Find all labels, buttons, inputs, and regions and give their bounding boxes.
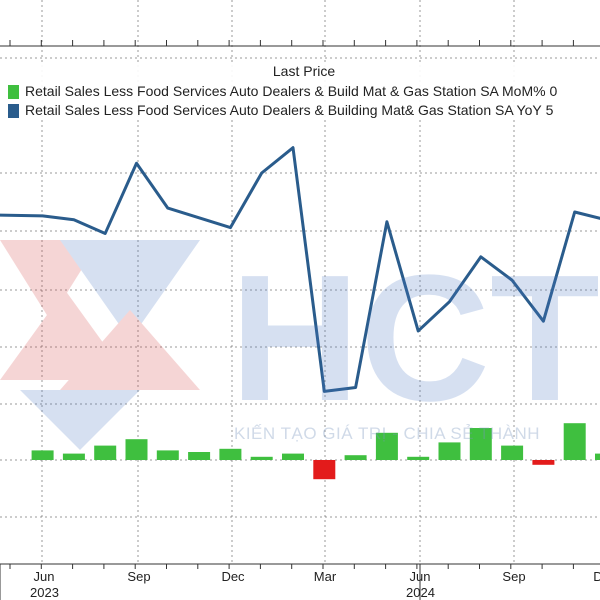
legend: Last Price Retail Sales Less Food Servic… [8, 62, 600, 120]
legend-item-yoy: Retail Sales Less Food Services Auto Dea… [8, 101, 600, 120]
x-tick-label: D [593, 569, 600, 584]
mom-bar [188, 452, 211, 460]
mom-bar [282, 453, 304, 460]
mom-bar [563, 423, 586, 460]
mom-bar [313, 460, 336, 480]
year-label-2024: 2024 [406, 585, 435, 600]
x-tick-label: Mar [314, 569, 337, 584]
mom-bar [219, 448, 242, 460]
mom-bar [375, 432, 398, 460]
year-label-2023: 2023 [30, 585, 59, 600]
legend-title: Last Price [272, 63, 336, 79]
x-tick-labels: Jun Sep Dec Mar Jun Sep D [34, 569, 600, 584]
legend-value-mom: 0 [549, 83, 558, 99]
mom-bar [501, 445, 524, 460]
watermark-text: KIẾN TẠO GIÁ TRỊ - CHIA SẺ THÀNH [234, 424, 541, 443]
mom-bar [407, 456, 430, 460]
mom-bar [125, 439, 148, 460]
mom-bar [469, 428, 492, 460]
x-tick-label: Jun [34, 569, 55, 584]
bar-layer [31, 423, 600, 480]
mom-bar [344, 455, 367, 460]
mom-bar [62, 453, 85, 460]
mom-bar [94, 445, 117, 460]
legend-label-mom: Retail Sales Less Food Services Auto Dea… [25, 83, 546, 99]
x-tick-label: Jun [410, 569, 431, 584]
mom-bar [156, 450, 179, 460]
legend-swatch-mom [8, 84, 19, 99]
mom-bar [532, 460, 555, 465]
legend-swatch-yoy [8, 103, 19, 118]
mom-bar [438, 442, 461, 460]
yoy-line [0, 146, 600, 393]
legend-value-yoy: 5 [545, 102, 554, 118]
mom-bar [595, 453, 600, 460]
x-tick-label: Sep [502, 569, 525, 584]
mom-bar [250, 456, 273, 460]
mom-bar [31, 450, 54, 460]
x-tick-label: Dec [221, 569, 245, 584]
legend-label-yoy: Retail Sales Less Food Services Auto Dea… [25, 102, 542, 118]
tick-layer [0, 40, 574, 600]
x-tick-label: Sep [127, 569, 150, 584]
line-layer [0, 146, 600, 393]
legend-item-mom: Retail Sales Less Food Services Auto Dea… [8, 82, 600, 101]
